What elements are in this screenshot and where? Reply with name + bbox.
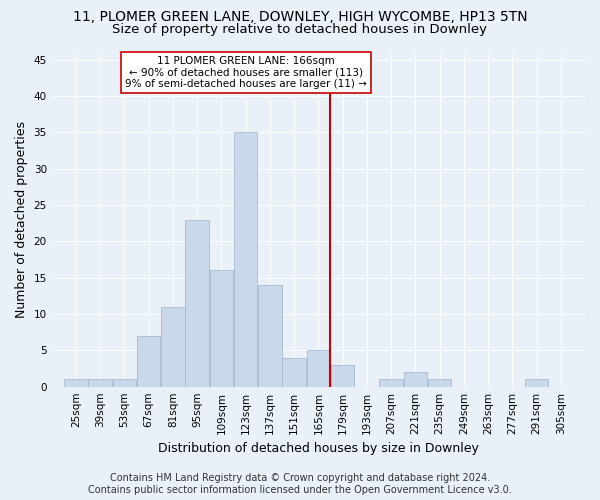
Text: 11, PLOMER GREEN LANE, DOWNLEY, HIGH WYCOMBE, HP13 5TN: 11, PLOMER GREEN LANE, DOWNLEY, HIGH WYC…	[73, 10, 527, 24]
Bar	[404, 372, 427, 386]
Bar	[161, 307, 185, 386]
Bar	[428, 380, 451, 386]
X-axis label: Distribution of detached houses by size in Downley: Distribution of detached houses by size …	[158, 442, 479, 455]
Bar	[137, 336, 160, 386]
Bar	[379, 380, 403, 386]
Bar	[258, 285, 281, 386]
Bar	[234, 132, 257, 386]
Bar	[307, 350, 330, 386]
Bar	[185, 220, 209, 386]
Bar	[64, 380, 88, 386]
Text: Size of property relative to detached houses in Downley: Size of property relative to detached ho…	[113, 22, 487, 36]
Y-axis label: Number of detached properties: Number of detached properties	[15, 121, 28, 318]
Bar	[283, 358, 306, 386]
Text: Contains HM Land Registry data © Crown copyright and database right 2024.
Contai: Contains HM Land Registry data © Crown c…	[88, 474, 512, 495]
Bar	[88, 380, 112, 386]
Bar	[209, 270, 233, 386]
Bar	[331, 365, 355, 386]
Bar	[525, 380, 548, 386]
Text: 11 PLOMER GREEN LANE: 166sqm
← 90% of detached houses are smaller (113)
9% of se: 11 PLOMER GREEN LANE: 166sqm ← 90% of de…	[125, 56, 367, 90]
Bar	[113, 380, 136, 386]
